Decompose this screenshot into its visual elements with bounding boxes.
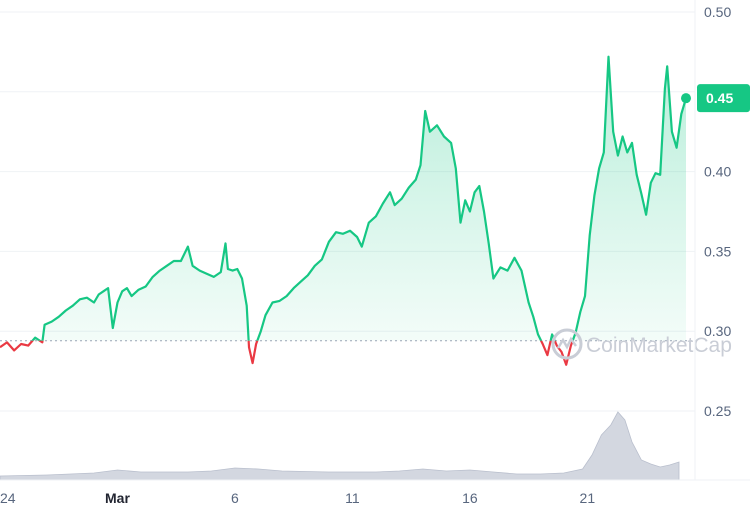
y-tick-label: 0.50: [704, 4, 731, 20]
price-area-fill: [0, 56, 686, 341]
y-axis: 0.50 0.45 0.40 0.35 0.30 0.25: [694, 0, 731, 480]
volume-shape: [0, 411, 680, 481]
x-axis: 24 Mar 6 11 16 21: [0, 479, 750, 506]
area-fill-shape: [0, 56, 686, 341]
x-tick-label: 11: [345, 490, 360, 506]
price-badge-background: [697, 84, 750, 113]
price-line-up: [30, 55, 688, 341]
volume-area: [0, 411, 680, 481]
y-tick-label: 0.25: [704, 403, 731, 419]
coinmarketcap-logo-icon: [551, 328, 583, 360]
y-tick-label: 0.40: [704, 164, 731, 180]
y-tick-label: 0.30: [704, 323, 731, 339]
current-price-dot: [681, 93, 691, 104]
price-line: [0, 55, 688, 366]
x-tick-label: 6: [231, 490, 239, 506]
x-tick-label: Mar: [105, 490, 130, 506]
x-tick-label: 24: [0, 490, 16, 506]
y-tick-label: 0.35: [704, 243, 731, 259]
current-price-badge: 0.45: [697, 84, 750, 113]
current-price-label: 0.45: [706, 90, 733, 106]
x-tick-label: 21: [580, 490, 596, 506]
x-tick-label: 16: [462, 490, 478, 506]
